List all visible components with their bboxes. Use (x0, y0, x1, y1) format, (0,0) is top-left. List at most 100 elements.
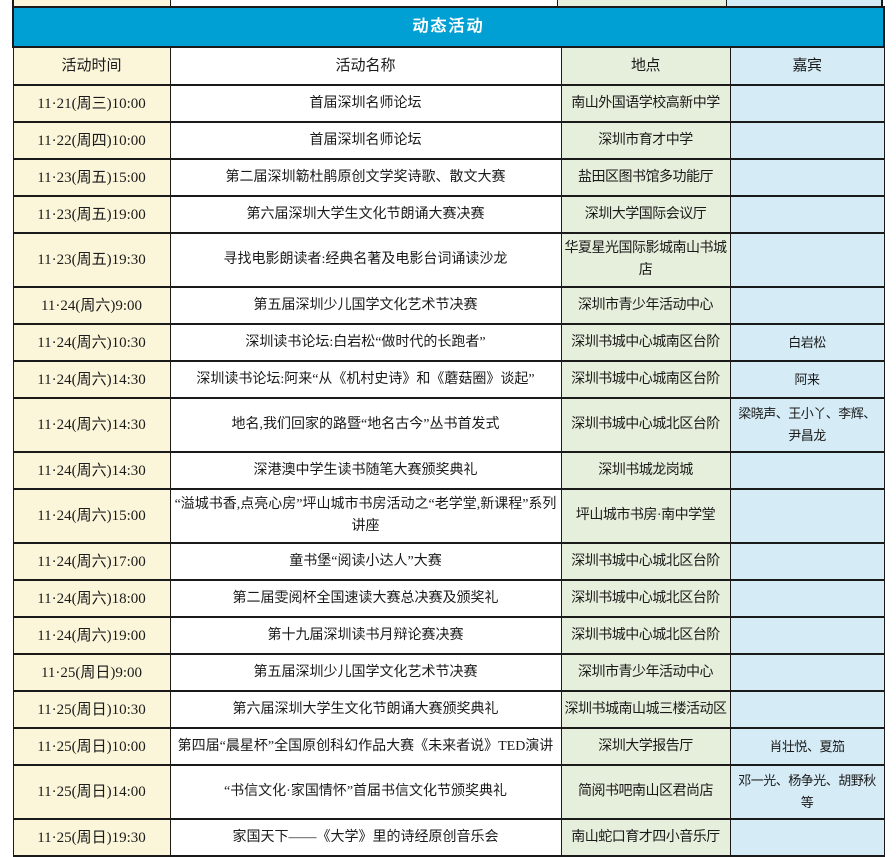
table-row: 11·23(周五)19:30 寻找电影朗读者:经典名著及电影台词诵读沙龙 华夏星光国… (12, 232, 885, 288)
event-time-cell: 11·24(周六)15:00 (12, 488, 171, 544)
table-row: 11·23(周五)15:00 第二届深圳簕杜鹃原创文学奖诗歌、散文大赛 盐田区图书馆… (12, 158, 885, 197)
column-header-guest: 嘉宾 (729, 46, 885, 86)
event-time-cell: 11·25(周日)14:00 (12, 764, 171, 820)
event-time-cell: 11·24(周六)14:30 (12, 451, 171, 490)
event-guest-cell (729, 616, 885, 655)
events-table: 动态活动 活动时间 活动名称 地点 嘉宾 11·21(周三)10:00 首届深圳名… (11, 6, 886, 857)
event-guest-cell (729, 286, 885, 325)
table-row: 11·25(周日)9:00 第五届深圳少儿国学文化艺术节决赛 深圳市青少年活动中心 (12, 653, 885, 692)
event-guest-cell: 白岩松 (729, 323, 885, 362)
event-venue-cell: 深圳书城中心城北区台阶 (560, 397, 731, 453)
event-time-cell: 11·25(周日)9:00 (12, 653, 171, 692)
event-name-cell: 首届深圳名师论坛 (169, 84, 562, 123)
table-row: 11·25(周日)10:00 第四届“晨星杯”全国原创科幻作品大赛《未来者说》TE… (12, 727, 885, 766)
event-name-cell: 首届深圳名师论坛 (169, 121, 562, 160)
event-name-cell: 寻找电影朗读者:经典名著及电影台词诵读沙龙 (169, 232, 562, 288)
event-name-cell: 家国天下——《大学》里的诗经原创音乐会 (169, 818, 562, 857)
event-time-cell: 11·21(周三)10:00 (12, 84, 171, 123)
event-guest-cell (729, 579, 885, 618)
event-venue-cell: 深圳市青少年活动中心 (560, 653, 731, 692)
table-row: 11·25(周日)10:30 第六届深圳大学生文化节朗诵大赛颁奖典礼 深圳书城南山城… (12, 690, 885, 729)
table-title-row: 动态活动 (11, 6, 886, 48)
event-name-cell: 第五届深圳少儿国学文化艺术节决赛 (169, 653, 562, 692)
event-time-cell: 11·24(周六)14:30 (12, 397, 171, 453)
previous-table-remnant-cell-time (14, 0, 171, 6)
event-venue-cell: 深圳书城龙岗城 (560, 451, 731, 490)
event-time-cell: 11·24(周六)18:00 (12, 579, 171, 618)
event-venue-cell: 深圳市青少年活动中心 (560, 286, 731, 325)
event-guest-cell (729, 542, 885, 581)
event-name-cell: 第五届深圳少儿国学文化艺术节决赛 (169, 286, 562, 325)
event-name-cell: 深圳读书论坛:阿来“从《机村史诗》和《蘑菇圈》谈起” (169, 360, 562, 399)
column-header-time: 活动时间 (12, 46, 171, 86)
event-time-cell: 11·22(周四)10:00 (12, 121, 171, 160)
column-header-row: 活动时间 活动名称 地点 嘉宾 (12, 46, 885, 86)
event-name-cell: 地名,我们回家的路暨“地名古今”丛书首发式 (169, 397, 562, 453)
event-time-cell: 11·25(周日)10:30 (12, 690, 171, 729)
event-guest-cell (729, 818, 885, 857)
table-row: 11·21(周三)10:00 首届深圳名师论坛 南山外国语学校高新中学 (12, 84, 885, 123)
event-time-cell: 11·25(周日)10:00 (12, 727, 171, 766)
table-row: 11·22(周四)10:00 首届深圳名师论坛 深圳市育才中学 (12, 121, 885, 160)
event-name-cell: 第六届深圳大学生文化节朗诵大赛颁奖典礼 (169, 690, 562, 729)
event-guest-cell (729, 195, 885, 234)
table-row: 11·24(周六)15:00 “溢城书香,点亮心房”坪山城市书房活动之“老学堂,新… (12, 488, 885, 544)
event-venue-cell: 深圳大学国际会议厅 (560, 195, 731, 234)
event-venue-cell: 深圳大学报告厅 (560, 727, 731, 766)
event-name-cell: “溢城书香,点亮心房”坪山城市书房活动之“老学堂,新课程”系列讲座 (169, 488, 562, 544)
event-time-cell: 11·23(周五)15:00 (12, 158, 171, 197)
event-venue-cell: 深圳书城中心城北区台阶 (560, 579, 731, 618)
table-row: 11·24(周六)14:30 深港澳中学生读书随笔大赛颁奖典礼 深圳书城龙岗城 (12, 451, 885, 490)
event-guest-cell (729, 451, 885, 490)
event-guest-cell: 邓一光、杨争光、胡野秋等 (729, 764, 885, 820)
event-guest-cell (729, 84, 885, 123)
event-time-cell: 11·24(周六)9:00 (12, 286, 171, 325)
event-venue-cell: 华夏星光国际影城南山书城店 (560, 232, 731, 288)
event-time-cell: 11·25(周日)19:30 (12, 818, 171, 857)
event-guest-cell (729, 690, 885, 729)
event-name-cell: 第二届雯阅杯全国速读大赛总决赛及颁奖礼 (169, 579, 562, 618)
event-guest-cell (729, 121, 885, 160)
event-venue-cell: 南山外国语学校高新中学 (560, 84, 731, 123)
table-row: 11·24(周六)14:30 深圳读书论坛:阿来“从《机村史诗》和《蘑菇圈》谈起”… (12, 360, 885, 399)
table-title: 动态活动 (11, 6, 886, 48)
table-row: 11·25(周日)19:30 家国天下——《大学》里的诗经原创音乐会 南山蛇口育才四… (12, 818, 885, 857)
schedule-table-container: 动态活动 活动时间 活动名称 地点 嘉宾 11·21(周三)10:00 首届深圳名… (11, 0, 886, 857)
table-row: 11·25(周日)14:00 “书信文化·家国情怀”首届书信文化节颁奖典礼 简阅书吧… (12, 764, 885, 820)
table-row: 11·24(周六)10:30 深圳读书论坛:白岩松“做时代的长跑者” 深圳书城中心城… (12, 323, 885, 362)
event-venue-cell: 深圳书城中心城北区台阶 (560, 616, 731, 655)
event-guest-cell (729, 488, 885, 544)
event-time-cell: 11·23(周五)19:30 (12, 232, 171, 288)
table-row: 11·24(周六)9:00 第五届深圳少儿国学文化艺术节决赛 深圳市青少年活动中心 (12, 286, 885, 325)
event-guest-cell: 肖壮悦、夏笳 (729, 727, 885, 766)
event-guest-cell (729, 653, 885, 692)
previous-table-remnant-cell-venue (558, 0, 727, 6)
event-guest-cell (729, 232, 885, 288)
previous-table-remnant-row (12, 0, 883, 6)
event-name-cell: 第二届深圳簕杜鹃原创文学奖诗歌、散文大赛 (169, 158, 562, 197)
event-time-cell: 11·24(周六)17:00 (12, 542, 171, 581)
table-row: 11·23(周五)19:00 第六届深圳大学生文化节朗诵大赛决赛 深圳大学国际会议厅 (12, 195, 885, 234)
previous-table-remnant-cell-guest (727, 0, 881, 6)
event-guest-cell: 阿来 (729, 360, 885, 399)
event-time-cell: 11·24(周六)14:30 (12, 360, 171, 399)
event-venue-cell: 深圳书城中心城南区台阶 (560, 323, 731, 362)
table-row: 11·24(周六)19:00 第十九届深圳读书月辩论赛决赛 深圳书城中心城北区台阶 (12, 616, 885, 655)
event-time-cell: 11·23(周五)19:00 (12, 195, 171, 234)
table-body: 11·21(周三)10:00 首届深圳名师论坛 南山外国语学校高新中学 11·22(周… (12, 84, 885, 857)
event-time-cell: 11·24(周六)10:30 (12, 323, 171, 362)
event-guest-cell: 梁晓声、王小丫、李辉、尹昌龙 (729, 397, 885, 453)
event-venue-cell: 盐田区图书馆多功能厅 (560, 158, 731, 197)
table-row: 11·24(周六)17:00 童书堡“阅读小达人”大赛 深圳书城中心城北区台阶 (12, 542, 885, 581)
event-name-cell: 第四届“晨星杯”全国原创科幻作品大赛《未来者说》TED演讲 (169, 727, 562, 766)
event-name-cell: 第六届深圳大学生文化节朗诵大赛决赛 (169, 195, 562, 234)
event-name-cell: 童书堡“阅读小达人”大赛 (169, 542, 562, 581)
table-row: 11·24(周六)18:00 第二届雯阅杯全国速读大赛总决赛及颁奖礼 深圳书城中心城… (12, 579, 885, 618)
event-venue-cell: 简阅书吧南山区君尚店 (560, 764, 731, 820)
event-venue-cell: 南山蛇口育才四小音乐厅 (560, 818, 731, 857)
table-row: 11·24(周六)14:30 地名,我们回家的路暨“地名古今”丛书首发式 深圳书城中… (12, 397, 885, 453)
previous-table-remnant-cell-name (171, 0, 558, 6)
event-name-cell: 第十九届深圳读书月辩论赛决赛 (169, 616, 562, 655)
column-header-venue: 地点 (560, 46, 731, 86)
event-guest-cell (729, 158, 885, 197)
